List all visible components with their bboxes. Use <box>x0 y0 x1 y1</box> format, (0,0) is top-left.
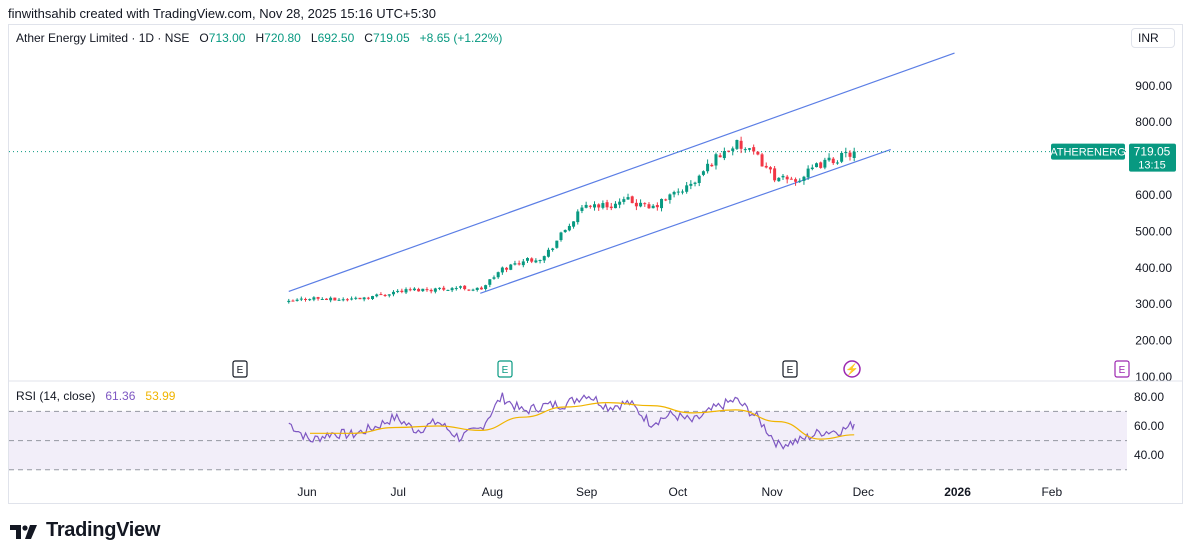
low-value: 692.50 <box>317 31 355 45</box>
tradingview-logo-text: TradingView <box>46 519 161 541</box>
attribution-text: finwithsahib created with TradingView.co… <box>8 6 436 21</box>
chart-frame <box>8 24 1183 504</box>
open-value: 713.00 <box>208 31 246 45</box>
low-label: L <box>310 31 318 45</box>
close-label: C <box>364 31 373 45</box>
change-value: +8.65 (+1.22%) <box>419 31 503 45</box>
symbol-label: Ather Energy Limited · 1D · NSE <box>16 31 190 45</box>
tradingview-logo-icon <box>10 524 37 539</box>
currency-button[interactable]: INR <box>1131 28 1175 48</box>
tradingview-logo: TradingView <box>10 519 160 542</box>
rsi-title: RSI (14, close) <box>16 389 96 403</box>
open-label: O <box>199 31 209 45</box>
close-value: 719.05 <box>372 31 410 45</box>
rsi-legend: RSI (14, close) 61.36 53.99 <box>16 389 175 403</box>
rsi-value: 61.36 <box>105 389 136 403</box>
symbol-legend: Ather Energy Limited · 1D · NSE O713.00 … <box>16 31 502 45</box>
high-value: 720.80 <box>264 31 301 45</box>
rsi-ma-value: 53.99 <box>145 389 176 403</box>
high-label: H <box>255 31 265 45</box>
